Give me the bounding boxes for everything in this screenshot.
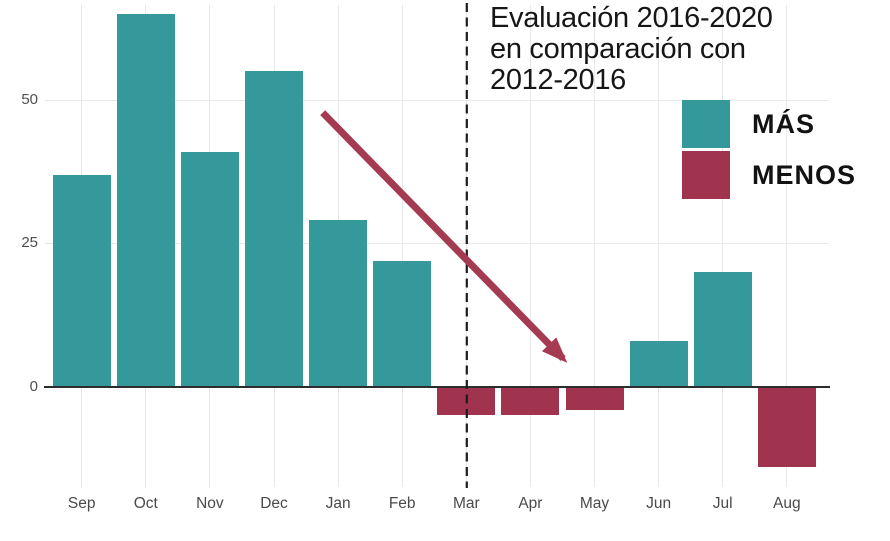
x-tick-label-mar: Mar	[452, 495, 480, 512]
x-axis-line	[44, 385, 830, 388]
chart-title-line-1: Evaluación 2016-2020	[490, 2, 773, 34]
y-tick-label-25: 25	[21, 234, 38, 252]
bar-dec	[245, 71, 303, 387]
legend-label-menos: MENOS	[752, 159, 857, 190]
x-tick-label-may: May	[579, 495, 610, 512]
legend: MÁS MENOS	[682, 100, 856, 199]
decline-arrow	[320, 110, 568, 363]
x-tick-label-nov: Nov	[196, 495, 224, 512]
y-tick-label-50: 50	[21, 91, 38, 109]
x-tick-label-feb: Feb	[388, 495, 416, 512]
legend-swatch-menos	[682, 151, 730, 199]
vgridline-may	[594, 5, 595, 487]
bar-nov	[180, 151, 239, 387]
vgridline-jun	[658, 5, 660, 487]
bar-aug	[757, 386, 816, 467]
legend-item-menos: MENOS	[682, 151, 856, 199]
bar-jul	[693, 272, 752, 387]
chart-title-line-3: 2012-2016	[490, 64, 626, 96]
bar-apr	[501, 386, 560, 416]
hgridline-50	[45, 99, 828, 101]
bar-jun	[629, 340, 688, 387]
vgridline-mar	[465, 5, 467, 487]
x-tick-label-sep: Sep	[67, 495, 96, 512]
bar-may	[565, 386, 624, 410]
y-tick-label-0: 0	[29, 377, 38, 395]
vgridline-apr	[529, 5, 531, 487]
x-tick-label-jun: Jun	[646, 495, 672, 512]
chart-title: Evaluación 2016-2020 en comparación con …	[490, 3, 773, 96]
x-tick-label-dec: Dec	[260, 495, 288, 512]
legend-item-mas: MÁS	[682, 100, 856, 148]
bar-jan	[309, 220, 368, 387]
bar-sep	[52, 174, 111, 387]
x-tick-label-jul: Jul	[712, 495, 733, 512]
x-tick-label-oct: Oct	[133, 495, 158, 512]
legend-swatch-mas	[682, 100, 730, 148]
x-tick-label-jan: Jan	[325, 495, 351, 512]
legend-label-mas: MÁS	[752, 108, 815, 139]
vgridline-jul	[722, 5, 724, 487]
x-tick-label-apr: Apr	[518, 495, 543, 512]
hgridline-25	[45, 242, 828, 244]
chart-title-line-2: en comparación con	[490, 33, 746, 65]
x-tick-label-aug: Aug	[773, 495, 801, 512]
vgridline-aug	[786, 5, 788, 487]
bar-oct	[116, 14, 175, 387]
vgridline-feb	[401, 5, 403, 487]
bar-feb	[373, 260, 432, 387]
